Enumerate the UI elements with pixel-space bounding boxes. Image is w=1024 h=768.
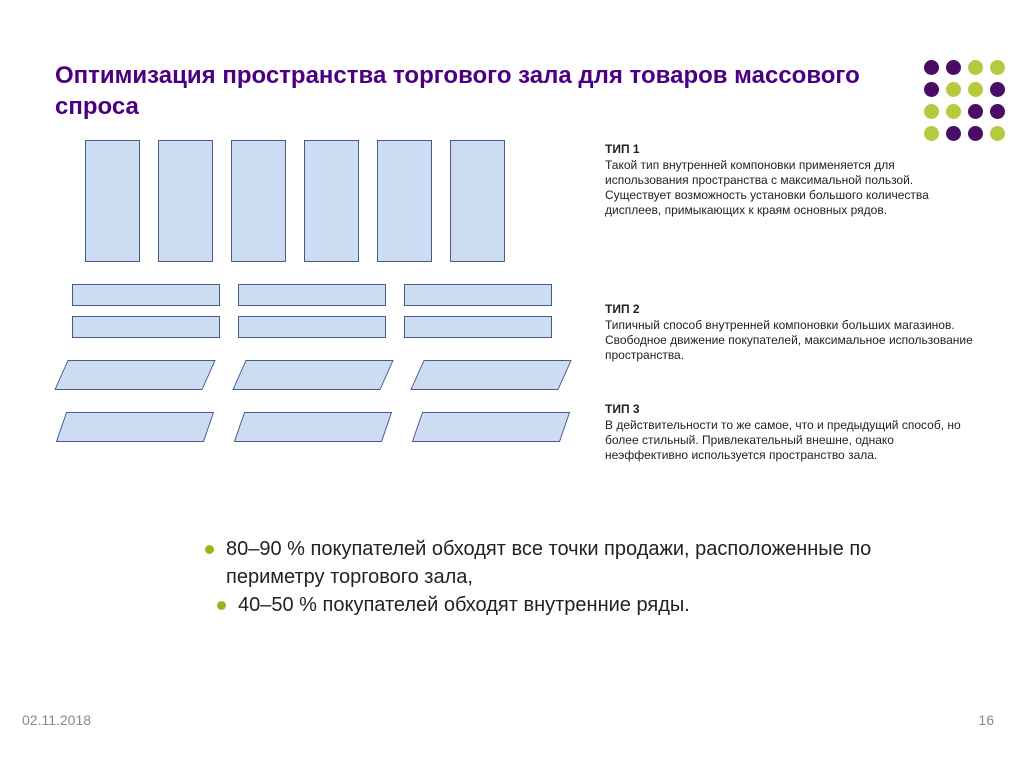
shelf-bar xyxy=(234,412,392,442)
bullet-dot-icon xyxy=(217,601,226,610)
type-text: В действительности то же самое, что и пр… xyxy=(605,418,974,463)
bullet-item: 40–50 % покупателей обходят внутренние р… xyxy=(217,591,937,619)
bullet-text: 80–90 % покупателей обходят все точки пр… xyxy=(226,535,925,591)
shelf-row xyxy=(61,412,585,442)
shelf-bar xyxy=(238,284,386,306)
shelf-bar xyxy=(231,140,286,262)
deco-dot-icon xyxy=(968,126,983,141)
slide: Оптимизация пространства торгового зала … xyxy=(0,0,1024,768)
deco-dot-icon xyxy=(990,82,1005,97)
shelf-bar xyxy=(85,140,140,262)
type-text: Типичный способ внутренней компоновки бо… xyxy=(605,318,974,363)
shelf-bar xyxy=(158,140,213,262)
shelf-bar xyxy=(56,412,214,442)
bullet-text: 40–50 % покупателей обходят внутренние р… xyxy=(238,591,690,619)
deco-dot-icon xyxy=(924,82,939,97)
shelf-bar xyxy=(232,360,393,390)
footer-date: 02.11.2018 xyxy=(22,712,91,728)
layout-type-2 xyxy=(72,284,585,338)
bullet-item: 80–90 % покупателей обходят все точки пр… xyxy=(205,535,925,591)
type-1-description: ТИП 1 Такой тип внутренней компоновки пр… xyxy=(605,142,974,282)
deco-dot-icon xyxy=(924,60,939,75)
shelf-bar xyxy=(410,360,571,390)
shelf-bar xyxy=(72,284,220,306)
shelf-bar xyxy=(54,360,215,390)
deco-dot-icon xyxy=(968,104,983,119)
type-text: Такой тип внутренней компоновки применяе… xyxy=(605,158,974,218)
deco-dot-icon xyxy=(946,126,961,141)
shelf-bar xyxy=(377,140,432,262)
shelf-bar xyxy=(404,284,552,306)
bullet-list: 80–90 % покупателей обходят все точки пр… xyxy=(205,535,974,619)
shelf-bar xyxy=(404,316,552,338)
shelf-row xyxy=(61,360,585,390)
type-3-description: ТИП 3 В действительности то же самое, чт… xyxy=(605,402,974,463)
deco-dot-icon xyxy=(990,60,1005,75)
deco-dot-icon xyxy=(990,104,1005,119)
deco-dot-icon xyxy=(968,82,983,97)
deco-dot-icon xyxy=(968,60,983,75)
bullet-dot-icon xyxy=(205,545,214,554)
shelf-row xyxy=(72,284,585,306)
deco-dot-icon xyxy=(990,126,1005,141)
shelf-row xyxy=(72,316,585,338)
type-heading: ТИП 3 xyxy=(605,402,974,417)
deco-dot-icon xyxy=(924,104,939,119)
shelf-bar xyxy=(72,316,220,338)
deco-dot-icon xyxy=(946,60,961,75)
type-heading: ТИП 2 xyxy=(605,302,974,317)
shelf-bar xyxy=(412,412,570,442)
deco-dot-icon xyxy=(946,104,961,119)
content-row: ТИП 1 Такой тип внутренней компоновки пр… xyxy=(55,140,974,483)
shelf-bar xyxy=(450,140,505,262)
layout-type-1 xyxy=(85,140,585,262)
type-2-description: ТИП 2 Типичный способ внутренней компоно… xyxy=(605,302,974,382)
deco-dot-icon xyxy=(924,126,939,141)
decorative-dots xyxy=(924,60,1014,144)
shelf-bar xyxy=(304,140,359,262)
footer-page-number: 16 xyxy=(978,712,994,728)
type-heading: ТИП 1 xyxy=(605,142,974,157)
descriptions-column: ТИП 1 Такой тип внутренней компоновки пр… xyxy=(605,140,974,483)
shelf-bar xyxy=(238,316,386,338)
layout-type-3 xyxy=(61,360,585,442)
diagrams-column xyxy=(55,140,585,442)
deco-dot-icon xyxy=(946,82,961,97)
page-title: Оптимизация пространства торгового зала … xyxy=(55,60,875,122)
